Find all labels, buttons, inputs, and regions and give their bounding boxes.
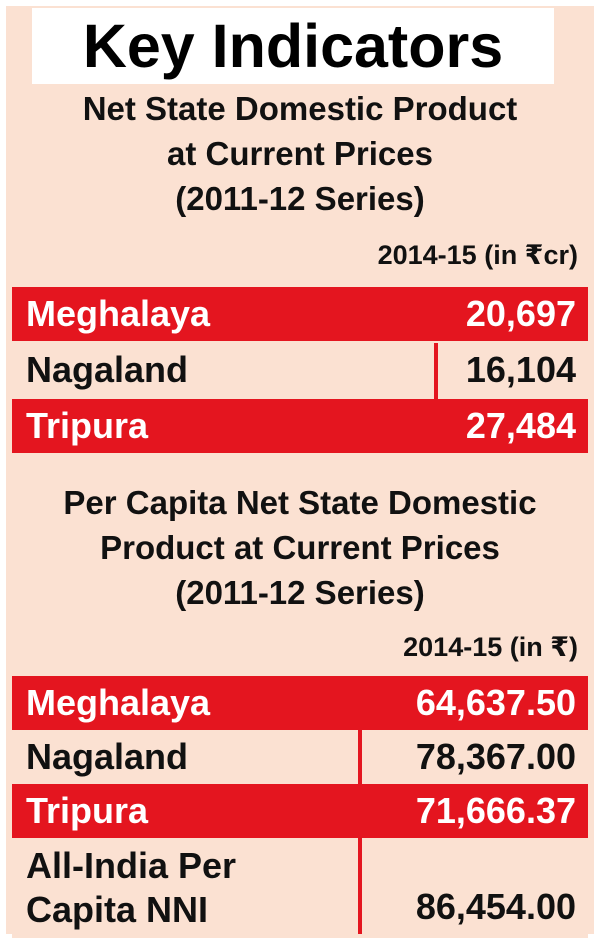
nsdp-heading-line2: at Current Prices — [167, 135, 433, 172]
state-value: 78,367.00 — [415, 736, 576, 777]
nsdp-heading-line1: Net State Domestic Product — [82, 90, 518, 127]
state-name: Nagaland — [26, 736, 189, 777]
state-name: Tripura — [26, 405, 149, 446]
state-value: 71,666.37 — [415, 790, 576, 831]
key-indicators-card: Key Indicators Net State Domestic Produc… — [6, 6, 594, 938]
state-value: 27,484 — [465, 405, 576, 446]
nsdp-heading-line3: (2011-12 Series) — [175, 180, 425, 217]
state-name: Nagaland — [26, 349, 189, 390]
column-divider — [358, 730, 362, 784]
nsdp-heading: Net State Domestic Product at Current Pr… — [6, 86, 594, 221]
per-capita-heading-line1: Per Capita Net State Domestic — [63, 484, 537, 521]
per-capita-unit-label: 2014-15 (in ₹) — [403, 632, 578, 662]
nsdp-row-tripura: Tripura 27,484 — [12, 399, 588, 453]
per-capita-heading-line3: (2011-12 Series) — [175, 574, 425, 611]
state-name: Tripura — [26, 790, 149, 831]
all-india-label: All-India Per Capita NNI — [26, 844, 236, 932]
per-capita-heading: Per Capita Net State Domestic Product at… — [6, 480, 594, 615]
per-capita-row-nagaland: Nagaland 78,367.00 — [12, 730, 588, 784]
nsdp-row-meghalaya: Meghalaya 20,697 — [12, 287, 588, 341]
all-india-label-line1: All-India Per — [26, 845, 237, 886]
state-value: 16,104 — [465, 349, 576, 390]
state-name: Meghalaya — [26, 682, 211, 723]
per-capita-row-meghalaya: Meghalaya 64,637.50 — [12, 676, 588, 730]
column-divider — [434, 343, 438, 399]
column-divider — [358, 838, 362, 934]
state-value: 20,697 — [465, 293, 576, 334]
all-india-row: All-India Per Capita NNI 86,454.00 — [12, 838, 588, 938]
nsdp-unit-label: 2014-15 (in ₹cr) — [377, 240, 578, 270]
title-box: Key Indicators — [32, 8, 554, 84]
all-india-value: 86,454.00 — [415, 886, 576, 927]
per-capita-row-tripura: Tripura 71,666.37 — [12, 784, 588, 838]
per-capita-heading-line2: Product at Current Prices — [100, 529, 500, 566]
state-value: 64,637.50 — [415, 682, 576, 723]
state-name: Meghalaya — [26, 293, 211, 334]
all-india-label-line2: Capita NNI — [26, 889, 209, 930]
nsdp-row-nagaland: Nagaland 16,104 — [12, 343, 588, 397]
page-title: Key Indicators — [82, 12, 504, 80]
